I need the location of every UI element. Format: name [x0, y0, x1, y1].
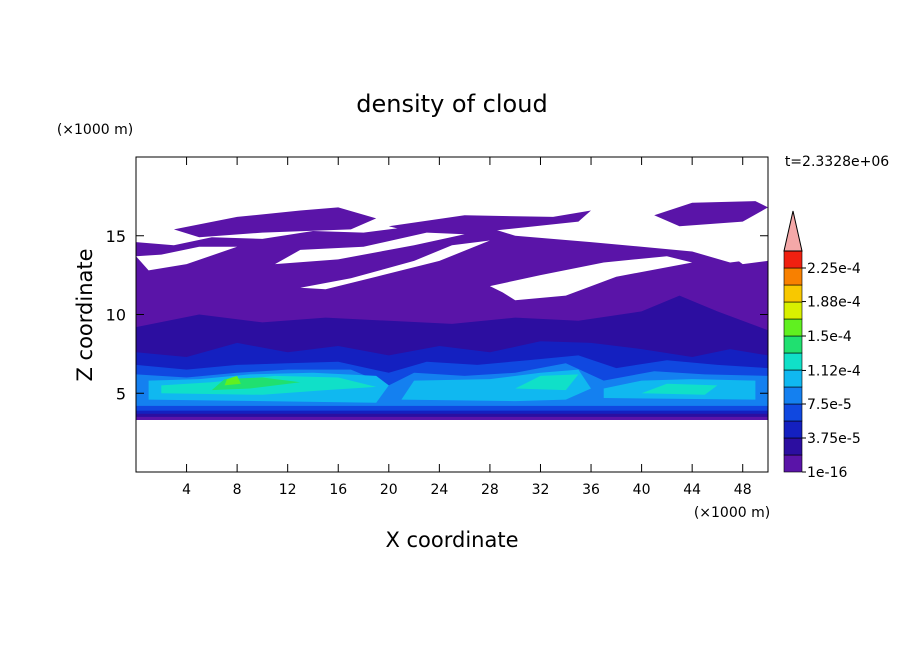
colorbar-label: 1.12e-4: [807, 363, 861, 379]
contour-band: [641, 383, 718, 395]
colorbar-box: [783, 335, 803, 354]
colorbar-box: [783, 386, 803, 405]
colorbar-label: 3.75e-5: [807, 431, 861, 447]
colorbar-box: [783, 301, 803, 320]
x-tick-label: 32: [532, 482, 550, 498]
x-tick-label: 16: [329, 482, 347, 498]
colorbar-box: [783, 420, 803, 439]
y-axis-label: Z coordinate: [73, 248, 97, 381]
chart-title: density of cloud: [356, 90, 547, 118]
colorbar-label: 2.25e-4: [807, 261, 861, 277]
contour-hole: [275, 232, 465, 265]
x-tick-label: 48: [734, 482, 752, 498]
contour-band: [654, 201, 768, 227]
colorbar-box: [783, 267, 803, 286]
time-label: t=2.3328e+06: [785, 154, 889, 170]
x-tick-label: 4: [182, 482, 191, 498]
y-tick-label: 15: [106, 227, 126, 246]
x-tick-label: 36: [582, 482, 600, 498]
contour-hole: [489, 256, 693, 301]
colorbar-label: 1e-16: [807, 465, 847, 481]
contour-hole: [730, 248, 768, 265]
x-tick-label: 24: [430, 482, 448, 498]
x-tick-label: 40: [633, 482, 651, 498]
contour-band: [173, 207, 377, 238]
y-unit: (×1000 m): [57, 122, 133, 138]
colorbar-box: [783, 437, 803, 456]
x-axis-label: X coordinate: [385, 528, 518, 552]
colorbar-box: [783, 352, 803, 371]
x-tick-label: 28: [481, 482, 499, 498]
colorbar-box: [783, 369, 803, 388]
colorbar-label: 1.88e-4: [807, 295, 861, 311]
contour-band: [224, 375, 241, 386]
colorbar-box: [783, 454, 803, 473]
x-tick-label: 12: [279, 482, 297, 498]
colorbar-label: 7.5e-5: [807, 397, 852, 413]
x-tick-label: 44: [683, 482, 701, 498]
y-tick-label: 10: [106, 306, 126, 325]
colorbar-label: 1.5e-4: [807, 329, 852, 345]
colorbar-extend: [783, 210, 803, 252]
colorbar-box: [783, 284, 803, 303]
y-tick-label: 5: [116, 384, 126, 403]
contour-hole: [300, 240, 490, 290]
colorbar-box: [783, 250, 803, 269]
contour-band: [388, 210, 591, 233]
x-unit: (×1000 m): [694, 505, 770, 521]
x-tick-label: 8: [233, 482, 242, 498]
colorbar-box: [783, 403, 803, 422]
contour-band: [515, 374, 579, 391]
x-tick-label: 20: [380, 482, 398, 498]
contour-hole: [136, 246, 238, 271]
colorbar-box: [783, 318, 803, 337]
